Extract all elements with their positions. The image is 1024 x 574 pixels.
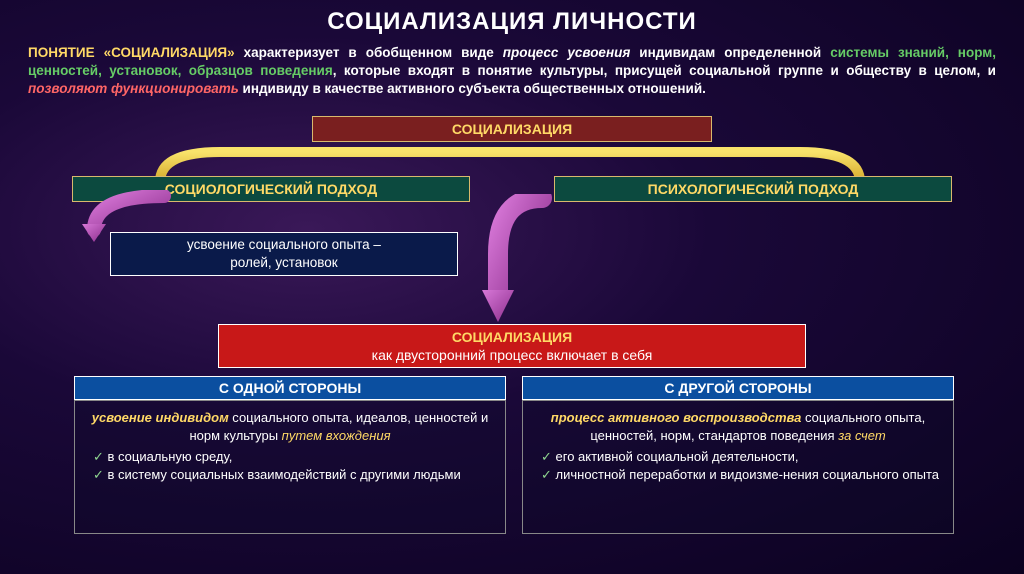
center-purple-arrow-icon	[480, 194, 560, 330]
two-sided-process-box: СОЦИАЛИЗАЦИЯ как двусторонний процесс вк…	[218, 324, 806, 368]
list-item: в социальную среду,	[89, 448, 491, 466]
page-title: СОЦИАЛИЗАЦИЯ ЛИЧНОСТИ	[0, 0, 1024, 36]
top-socialization-box: СОЦИАЛИЗАЦИЯ	[312, 116, 712, 142]
side-two-panel: процесс активного воспроизводства социал…	[522, 400, 954, 534]
side-one-title-box: С ОДНОЙ СТОРОНЫ	[74, 376, 506, 400]
sociological-desc-box: усвоение социального опыта – ролей, уста…	[110, 232, 458, 276]
side-two-title-box: С ДРУГОЙ СТОРОНЫ	[522, 376, 954, 400]
list-item: в систему социальных взаимодействий с др…	[89, 466, 491, 484]
sociological-approach-box: СОЦИОЛОГИЧЕСКИЙ ПОДХОД	[72, 176, 470, 202]
para-term: ПОНЯТИЕ «СОЦИАЛИЗАЦИЯ»	[28, 45, 235, 60]
side-one-panel: усвоение индивидом социального опыта, ид…	[74, 400, 506, 534]
list-item: личностной переработки и видоизме-нения …	[537, 466, 939, 484]
psychological-approach-box: ПСИХОЛОГИЧЕСКИЙ ПОДХОД	[554, 176, 952, 202]
list-item: его активной социальной деятельности,	[537, 448, 939, 466]
intro-paragraph: ПОНЯТИЕ «СОЦИАЛИЗАЦИЯ» характеризует в о…	[0, 36, 1024, 105]
